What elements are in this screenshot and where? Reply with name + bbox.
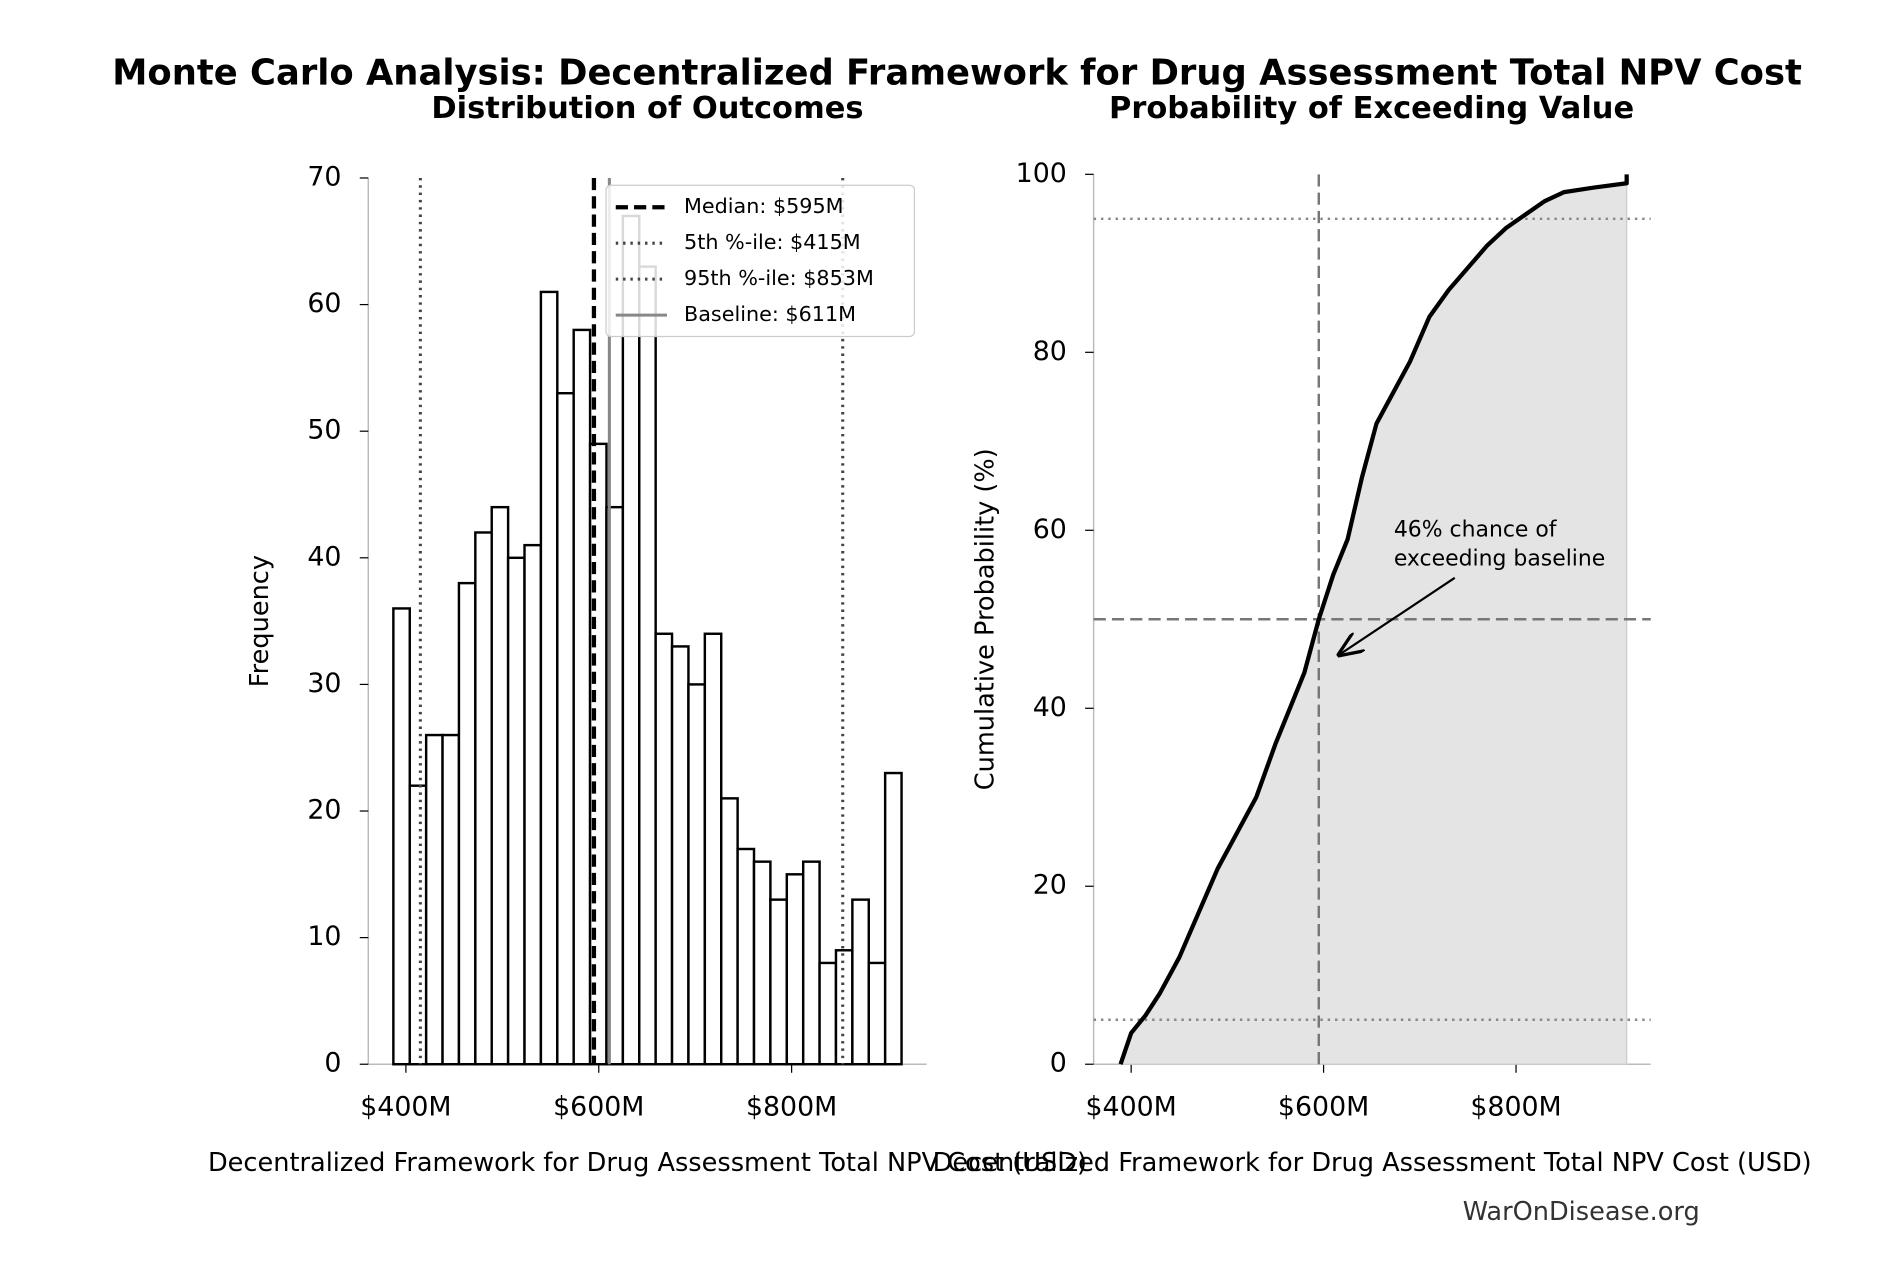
bar [539, 290, 559, 1066]
x-tick-label: $600M [1278, 1092, 1369, 1123]
bar [572, 328, 592, 1066]
bar [736, 847, 756, 1066]
subplot-title: Distribution of Outcomes [431, 91, 863, 126]
legend-label: 5th %-ile: $415M [684, 230, 861, 254]
x-axis-label: Decentralized Framework for Drug Assessm… [208, 1148, 1087, 1178]
bar [424, 733, 444, 1066]
bar [670, 645, 690, 1066]
bar [769, 898, 789, 1066]
y-tick-label: 80 [1033, 336, 1067, 367]
annotation: 46% chance of [1394, 517, 1558, 542]
bar [703, 632, 723, 1066]
annotation: exceeding baseline [1394, 547, 1605, 572]
bar [474, 531, 493, 1066]
x-tick-label: $400M [360, 1092, 451, 1123]
x-tick-label: $400M [1085, 1092, 1176, 1123]
bar [720, 797, 739, 1066]
y-tick-label: 0 [324, 1048, 341, 1079]
bar [392, 607, 411, 1066]
legend-label: Median: $595M [684, 194, 844, 218]
bar [687, 683, 707, 1066]
annotation-arrow [1339, 576, 1456, 655]
bar [818, 961, 838, 1066]
bar [638, 265, 657, 1066]
y-tick-label: 40 [307, 541, 341, 572]
y-tick-label: 60 [307, 288, 341, 319]
y-tick-label: 0 [1050, 1048, 1067, 1079]
y-tick-label: 20 [307, 795, 341, 826]
legend [605, 184, 916, 338]
bar [654, 632, 674, 1066]
subplot-title: Probability of Exceeding Value [1109, 91, 1634, 126]
bar [752, 860, 772, 1066]
bar [523, 543, 543, 1066]
bar [785, 873, 805, 1066]
bar [490, 505, 510, 1066]
line [1118, 174, 1629, 1065]
bar [851, 898, 870, 1066]
y-tick-label: 50 [307, 415, 341, 446]
y-tick-label: 60 [1033, 514, 1067, 545]
y-tick-label: 10 [307, 921, 341, 952]
bar [506, 556, 526, 1066]
bar [457, 581, 477, 1066]
bar [441, 733, 461, 1066]
bar [883, 771, 903, 1066]
y-tick-label: 20 [1033, 870, 1067, 901]
bar [867, 961, 887, 1066]
bar [801, 860, 821, 1066]
bar [834, 949, 854, 1066]
bar [556, 391, 575, 1066]
y-tick-label: 100 [1016, 158, 1067, 189]
bar [408, 784, 428, 1066]
x-tick-label: $800M [1470, 1092, 1561, 1123]
bar [621, 214, 641, 1066]
legend-label: 95th %-ile: $853M [684, 266, 874, 290]
x-axis-label: Decentralized Framework for Drug Assessm… [933, 1148, 1812, 1178]
y-tick-label: 70 [307, 161, 341, 192]
y-tick-label: 30 [307, 668, 341, 699]
legend-label: Baseline: $611M [684, 302, 856, 326]
y-tick-label: 40 [1033, 692, 1067, 723]
y-axis-label: Cumulative Probability (%) [970, 448, 1000, 790]
x-tick-label: $800M [746, 1092, 837, 1123]
figure-title: Monte Carlo Analysis: Decentralized Fram… [112, 52, 1802, 93]
x-tick-label: $600M [553, 1092, 644, 1123]
footer: WarOnDisease.org [1463, 1197, 1700, 1227]
y-axis-label: Frequency [245, 555, 275, 687]
